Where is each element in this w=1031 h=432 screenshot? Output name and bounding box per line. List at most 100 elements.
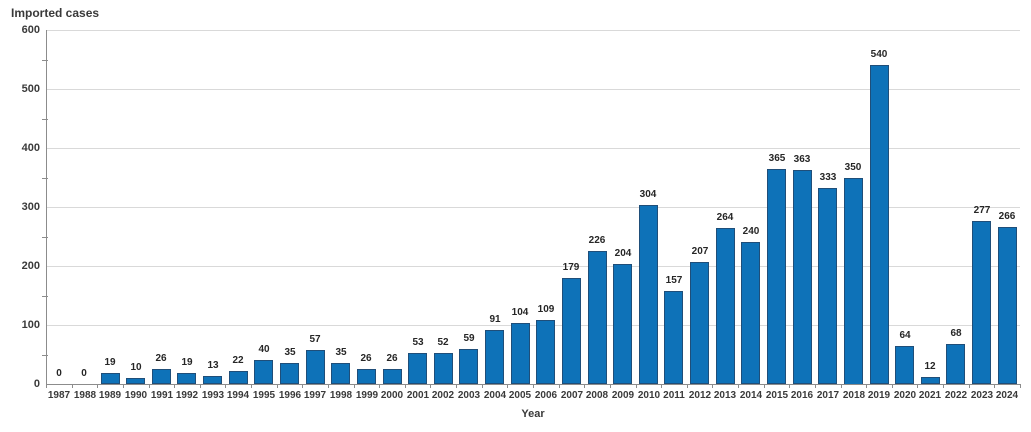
bar-label-2023: 277 xyxy=(973,205,991,216)
x-tick-12 xyxy=(354,384,355,388)
bar-label-2006: 109 xyxy=(537,304,555,315)
x-tick-30 xyxy=(815,384,816,388)
gridline-y-100 xyxy=(46,325,1020,326)
x-tick-label-1995: 1995 xyxy=(252,390,276,401)
bar-label-1992: 19 xyxy=(181,357,193,368)
bar-2012 xyxy=(690,262,709,384)
bar-label-1988: 0 xyxy=(81,368,87,379)
bar-2014 xyxy=(741,242,760,384)
x-tick-23 xyxy=(636,384,637,388)
x-tick-38 xyxy=(1020,384,1021,388)
bar-label-1997: 57 xyxy=(309,334,321,345)
y-axis-line xyxy=(46,30,47,384)
x-tick-2 xyxy=(97,384,98,388)
bar-label-2021: 12 xyxy=(924,361,936,372)
bar-2011 xyxy=(664,291,683,384)
bar-label-2020: 64 xyxy=(899,330,911,341)
bar-label-2019: 540 xyxy=(870,49,888,60)
bar-2003 xyxy=(459,349,478,384)
x-axis-title: Year xyxy=(521,408,545,420)
x-tick-14 xyxy=(405,384,406,388)
bar-1990 xyxy=(126,378,145,384)
y-tick-label-500: 500 xyxy=(21,83,40,95)
x-tick-label-2005: 2005 xyxy=(508,390,532,401)
bar-1994 xyxy=(229,371,248,384)
x-tick-label-2002: 2002 xyxy=(431,390,455,401)
x-tick-3 xyxy=(123,384,124,388)
bar-1996 xyxy=(280,363,299,384)
x-tick-label-2004: 2004 xyxy=(483,390,507,401)
x-tick-16 xyxy=(456,384,457,388)
gridline-y-400 xyxy=(46,148,1020,149)
x-tick-label-2015: 2015 xyxy=(765,390,789,401)
bar-1998 xyxy=(331,363,350,384)
bar-label-2024: 266 xyxy=(998,211,1016,222)
x-tick-label-2012: 2012 xyxy=(688,390,712,401)
gridline-y-300 xyxy=(46,207,1020,208)
bar-2002 xyxy=(434,353,453,384)
x-tick-22 xyxy=(610,384,611,388)
bar-label-2010: 304 xyxy=(639,189,657,200)
chart-title: Imported cases xyxy=(11,6,100,20)
x-tick-label-2008: 2008 xyxy=(585,390,609,401)
x-tick-label-1993: 1993 xyxy=(201,390,225,401)
bar-label-2005: 104 xyxy=(511,307,529,318)
bar-label-1994: 22 xyxy=(232,355,244,366)
x-tick-37 xyxy=(994,384,995,388)
x-tick-label-2007: 2007 xyxy=(560,390,584,401)
x-tick-label-2017: 2017 xyxy=(816,390,840,401)
x-tick-label-2020: 2020 xyxy=(893,390,917,401)
bar-label-1991: 26 xyxy=(155,353,167,364)
x-tick-label-2001: 2001 xyxy=(406,390,430,401)
bar-2022 xyxy=(946,344,965,384)
x-tick-label-2018: 2018 xyxy=(842,390,866,401)
bar-2004 xyxy=(485,330,504,384)
y-tick-label-300: 300 xyxy=(21,201,40,213)
x-tick-26 xyxy=(712,384,713,388)
bar-2015 xyxy=(767,169,786,384)
x-tick-17 xyxy=(482,384,483,388)
x-tick-label-1994: 1994 xyxy=(226,390,250,401)
x-tick-label-2003: 2003 xyxy=(457,390,481,401)
x-tick-29 xyxy=(789,384,790,388)
bar-2005 xyxy=(511,323,530,384)
x-tick-label-1988: 1988 xyxy=(73,390,97,401)
bar-1992 xyxy=(177,373,196,384)
bar-label-1989: 19 xyxy=(104,357,116,368)
x-tick-1 xyxy=(72,384,73,388)
bar-label-2022: 68 xyxy=(950,328,962,339)
x-tick-19 xyxy=(533,384,534,388)
x-tick-label-2019: 2019 xyxy=(867,390,891,401)
x-tick-28 xyxy=(764,384,765,388)
x-tick-label-2022: 2022 xyxy=(944,390,968,401)
bar-2021 xyxy=(921,377,940,384)
x-tick-label-2006: 2006 xyxy=(534,390,558,401)
x-tick-36 xyxy=(969,384,970,388)
gridline-y-600 xyxy=(46,30,1020,31)
bar-label-2015: 365 xyxy=(768,153,786,164)
x-tick-label-1997: 1997 xyxy=(303,390,327,401)
bar-label-2016: 363 xyxy=(793,154,811,165)
gridline-y-500 xyxy=(46,89,1020,90)
bar-1993 xyxy=(203,376,222,384)
x-tick-label-2014: 2014 xyxy=(739,390,763,401)
y-minor-tick-450 xyxy=(42,119,48,120)
x-tick-24 xyxy=(661,384,662,388)
bar-2008 xyxy=(588,251,607,384)
bar-1989 xyxy=(101,373,120,384)
x-tick-18 xyxy=(507,384,508,388)
x-axis-line xyxy=(46,384,1020,385)
y-tick-label-600: 600 xyxy=(21,24,40,36)
y-minor-tick-250 xyxy=(42,237,48,238)
bar-label-2011: 157 xyxy=(665,275,683,286)
y-tick-label-400: 400 xyxy=(21,142,40,154)
y-minor-tick-350 xyxy=(42,178,48,179)
x-tick-35 xyxy=(943,384,944,388)
y-tick-label-0: 0 xyxy=(33,378,40,390)
bar-2016 xyxy=(793,170,812,384)
y-tick-label-200: 200 xyxy=(21,260,40,272)
bar-2007 xyxy=(562,278,581,384)
x-tick-9 xyxy=(277,384,278,388)
bar-2009 xyxy=(613,264,632,384)
